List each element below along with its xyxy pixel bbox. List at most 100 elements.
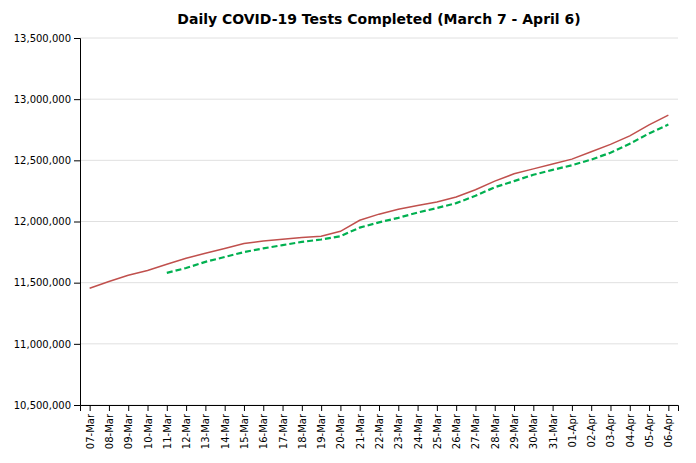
y-tick-label: 11,500,000	[14, 277, 71, 288]
x-tick-mark	[553, 405, 554, 411]
x-tick: 30-Mar	[528, 405, 539, 449]
y-tick-label: 13,000,000	[14, 94, 71, 105]
y-tick: 13,500,000	[14, 33, 80, 44]
x-tick-label: 15-Mar	[239, 413, 250, 449]
x-tick-mark	[514, 405, 515, 411]
x-tick-mark	[90, 405, 91, 411]
x-tick: 25-Mar	[432, 405, 443, 449]
x-tick-mark	[205, 405, 206, 411]
x-tick: 28-Mar	[490, 405, 501, 449]
x-tick-mark	[610, 405, 611, 411]
x-tick-label: 17-Mar	[278, 413, 289, 449]
x-tick-mark	[360, 405, 361, 411]
x-tick-label: 31-Mar	[548, 413, 559, 449]
y-tick-mark	[74, 99, 80, 100]
x-tick: 22-Mar	[374, 405, 385, 449]
x-tick-mark	[128, 405, 129, 411]
x-tick: 27-Mar	[470, 405, 481, 449]
x-tick: 10-Mar	[143, 405, 154, 449]
x-tick-label: 20-Mar	[335, 413, 346, 449]
y-tick-label: 10,500,000	[14, 400, 71, 411]
x-tick-mark	[668, 405, 669, 411]
x-tick-mark	[321, 405, 322, 411]
grid-line	[80, 38, 678, 39]
y-tick-label: 12,500,000	[14, 155, 71, 166]
plot-area: 10,500,00011,000,00011,500,00012,000,000…	[14, 33, 679, 450]
x-tick-mark	[398, 405, 399, 411]
x-tick-label: 30-Mar	[528, 413, 539, 449]
x-tick-mark	[225, 405, 226, 411]
x-tick-mark	[437, 405, 438, 411]
x-tick-label: 28-Mar	[490, 413, 501, 449]
series-group	[90, 115, 669, 288]
x-tick-label: 13-Mar	[200, 413, 211, 449]
x-tick-mark	[244, 405, 245, 411]
x-axis: 07-Mar08-Mar09-Mar10-Mar11-Mar12-Mar13-M…	[81, 405, 679, 449]
x-tick: 12-Mar	[181, 405, 192, 449]
x-tick-mark	[495, 405, 496, 411]
x-tick-mark	[302, 405, 303, 411]
x-tick-label: 11-Mar	[162, 413, 173, 449]
x-tick: 19-Mar	[316, 405, 327, 449]
x-tick-label: 19-Mar	[316, 413, 327, 449]
x-tick-mark	[148, 405, 149, 411]
grid	[80, 38, 678, 405]
x-tick-label: 18-Mar	[297, 413, 308, 449]
x-tick: 07-Mar	[85, 405, 96, 449]
x-tick-label: 06-Apr	[663, 413, 674, 447]
x-tick: 20-Mar	[335, 405, 346, 449]
x-tick-mark	[533, 405, 534, 411]
x-tick-label: 07-Mar	[85, 413, 96, 449]
x-tick-label: 21-Mar	[355, 413, 366, 449]
x-tick-label: 29-Mar	[509, 413, 520, 449]
x-tick: 03-Apr	[605, 405, 616, 447]
x-tick: 31-Mar	[548, 405, 559, 449]
x-tick: 14-Mar	[220, 405, 231, 449]
x-tick-mark	[167, 405, 168, 411]
x-tick: 09-Mar	[123, 405, 134, 449]
x-tick: 29-Mar	[509, 405, 520, 449]
x-tick-mark	[379, 405, 380, 411]
x-tick-mark	[456, 405, 457, 411]
y-tick-mark	[74, 405, 80, 406]
x-tick-mark	[475, 405, 476, 411]
x-tick-label: 09-Mar	[123, 413, 134, 449]
x-tick: 11-Mar	[162, 405, 173, 449]
x-tick-mark	[263, 405, 264, 411]
x-tick: 06-Apr	[663, 405, 674, 447]
x-tick-mark	[283, 405, 284, 411]
x-tick-label: 02-Apr	[586, 413, 597, 447]
x-tick: 21-Mar	[355, 405, 366, 449]
x-tick: 04-Apr	[625, 405, 636, 447]
x-tick-label: 05-Apr	[644, 413, 655, 447]
y-tick: 11,500,000	[14, 277, 80, 288]
x-tick-label: 25-Mar	[432, 413, 443, 449]
x-tick-label: 24-Mar	[413, 413, 424, 449]
x-tick-label: 27-Mar	[470, 413, 481, 449]
y-tick-mark	[74, 160, 80, 161]
x-tick-label: 23-Mar	[393, 413, 404, 449]
x-tick-label: 04-Apr	[625, 413, 636, 447]
x-tick-mark	[591, 405, 592, 411]
y-tick-mark	[74, 344, 80, 345]
y-tick: 10,500,000	[14, 400, 80, 411]
y-axis-line	[74, 39, 81, 406]
y-tick-mark	[74, 283, 80, 284]
x-tick: 13-Mar	[200, 405, 211, 449]
x-tick: 24-Mar	[413, 405, 424, 449]
x-tick: 16-Mar	[258, 405, 269, 449]
x-tick: 18-Mar	[297, 405, 308, 449]
y-tick-mark	[74, 38, 80, 39]
x-tick: 02-Apr	[586, 405, 597, 447]
series-line	[167, 124, 669, 272]
x-tick: 17-Mar	[278, 405, 289, 449]
x-tick-label: 22-Mar	[374, 413, 385, 449]
x-tick-label: 10-Mar	[143, 413, 154, 449]
x-tick: 23-Mar	[393, 405, 404, 449]
x-tick-label: 03-Apr	[605, 413, 616, 447]
x-tick-mark	[340, 405, 341, 411]
x-tick: 15-Mar	[239, 405, 250, 449]
x-tick-label: 01-Apr	[567, 413, 578, 447]
y-axis: 10,500,00011,000,00011,500,00012,000,000…	[14, 33, 81, 411]
y-tick: 12,500,000	[14, 155, 80, 166]
